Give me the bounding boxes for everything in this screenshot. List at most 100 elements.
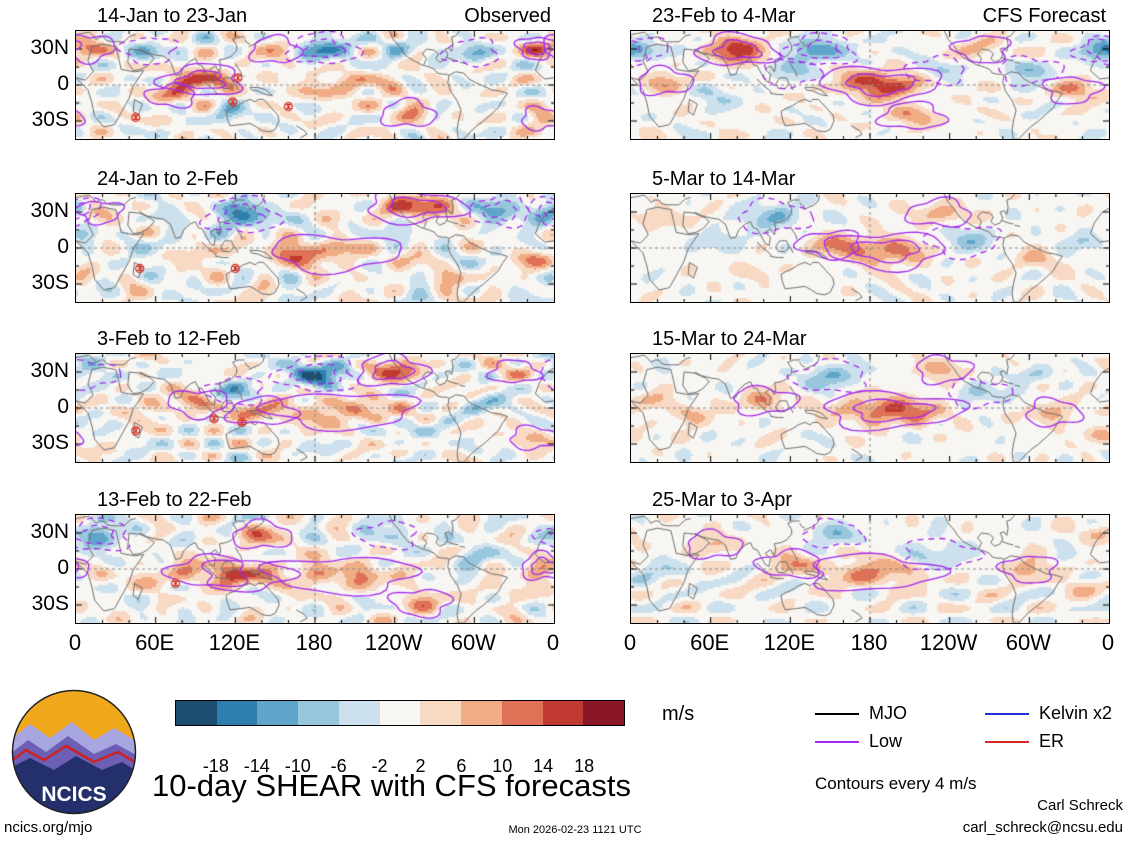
map-canvas bbox=[75, 353, 555, 463]
author-name: Carl Schreck bbox=[1037, 797, 1123, 814]
map-canvas bbox=[630, 193, 1110, 303]
panel-header: 13-Feb to 22-Feb bbox=[75, 488, 553, 514]
lat-label: 30N bbox=[30, 359, 69, 382]
colorbar-segment bbox=[420, 701, 462, 725]
ncics-logo-text: NCICS bbox=[41, 783, 106, 806]
site-url: ncics.org/mjo bbox=[4, 819, 93, 836]
legend-label: Kelvin x2 bbox=[1039, 703, 1113, 723]
colorbar-tick-label: -2 bbox=[371, 756, 388, 776]
map-canvas bbox=[630, 353, 1110, 463]
colorbar-tick-label: -10 bbox=[284, 756, 311, 776]
colorbar-segment bbox=[216, 701, 258, 725]
lat-label: 30N bbox=[30, 520, 69, 543]
kelvin-x2-line-sample bbox=[985, 712, 1029, 715]
panel-header: 15-Mar to 24-Mar bbox=[630, 327, 1108, 353]
lon-label: 60W bbox=[450, 630, 496, 655]
lon-label: 120E bbox=[763, 630, 816, 655]
timestamp: Mon 2026-02-23 1121 UTC bbox=[508, 824, 642, 836]
legend-item: ER bbox=[985, 731, 1064, 752]
legend-label: MJO bbox=[869, 703, 907, 723]
lat-label: 30S bbox=[31, 592, 69, 615]
colorbar-segment bbox=[298, 701, 339, 725]
colorbar-segment bbox=[176, 701, 217, 725]
colorbar-tick-label: 6 bbox=[456, 756, 467, 776]
lon-label: 60W bbox=[1005, 630, 1051, 655]
mjo-line-sample bbox=[815, 712, 859, 715]
contour-legend: MJO Low Kelvin x2 ER bbox=[810, 698, 1132, 760]
panel-tag: CFS Forecast bbox=[982, 5, 1106, 27]
colorbar-tick-label: -18 bbox=[202, 756, 229, 776]
map-panel: 14-Jan to 23-Jan Observed 30N 0 30S bbox=[30, 4, 555, 140]
contour-interval-note: Contours every 4 m/s bbox=[815, 774, 977, 793]
lon-label: 60E bbox=[690, 630, 730, 655]
colorbar-segment bbox=[257, 701, 299, 725]
lon-label: 0 bbox=[623, 630, 637, 655]
legend-label: Low bbox=[869, 731, 903, 751]
colorbar-segment bbox=[542, 701, 584, 725]
panel-title: 24-Jan to 2-Feb bbox=[97, 168, 239, 190]
lat-label: 30N bbox=[30, 199, 69, 222]
author-email: carl_schreck@ncsu.edu bbox=[962, 819, 1123, 836]
map-canvas bbox=[630, 514, 1110, 624]
lat-label: 30S bbox=[31, 108, 69, 131]
panel-title: 5-Mar to 14-Mar bbox=[652, 168, 796, 190]
colorbar-segment bbox=[379, 701, 421, 725]
lon-label: 180 bbox=[295, 630, 333, 655]
lon-label: 120E bbox=[208, 630, 261, 655]
lon-label: 120W bbox=[364, 630, 423, 655]
panel-header: 14-Jan to 23-Jan Observed bbox=[75, 4, 553, 30]
lat-label: 30N bbox=[30, 36, 69, 59]
panel-header: 24-Jan to 2-Feb bbox=[75, 167, 553, 193]
legend-label: ER bbox=[1039, 731, 1065, 751]
lon-label: 180 bbox=[850, 630, 888, 655]
lat-label: 30S bbox=[31, 431, 69, 454]
panel-title: 25-Mar to 3-Apr bbox=[652, 489, 793, 511]
panel-header: 3-Feb to 12-Feb bbox=[75, 327, 553, 353]
figure-title: 10-day SHEAR with CFS forecasts bbox=[152, 768, 631, 803]
lat-label: 0 bbox=[57, 235, 69, 258]
colorbar-tick-label: 14 bbox=[533, 756, 554, 776]
map-panel: 24-Jan to 2-Feb 30N 0 30S bbox=[30, 167, 555, 303]
er-line-sample bbox=[985, 740, 1029, 743]
map-panel: 13-Feb to 22-Feb 30N 0 30S bbox=[30, 488, 555, 624]
low-line-sample bbox=[815, 740, 859, 743]
lon-label: 120W bbox=[919, 630, 978, 655]
map-panel: 15-Mar to 24-Mar bbox=[630, 327, 1110, 463]
map-panel: 5-Mar to 14-Mar bbox=[630, 167, 1110, 303]
panel-title: 3-Feb to 12-Feb bbox=[97, 328, 241, 350]
lon-label: 60E bbox=[135, 630, 175, 655]
colorbar-tick-label: 10 bbox=[492, 756, 513, 776]
panel-header: 25-Mar to 3-Apr bbox=[630, 488, 1108, 514]
lon-label: 0 bbox=[1101, 630, 1115, 655]
lat-label: 30S bbox=[31, 271, 69, 294]
colorbar-tick-label: -6 bbox=[330, 756, 347, 776]
colorbar-segment bbox=[338, 701, 380, 725]
map-panel: 25-Mar to 3-Apr bbox=[630, 488, 1110, 624]
legend-item: Kelvin x2 bbox=[985, 703, 1112, 724]
lat-label: 0 bbox=[57, 72, 69, 95]
ncics-logo-image: NCICS bbox=[11, 689, 137, 815]
colorbar: -18 -14 -10 -6 -2 2 6 10 14 18 bbox=[175, 700, 625, 776]
panel-header: 23-Feb to 4-Mar CFS Forecast bbox=[630, 4, 1108, 30]
legend-item: MJO bbox=[815, 703, 907, 724]
colorbar-units: m/s bbox=[662, 703, 695, 725]
map-canvas bbox=[75, 514, 555, 624]
colorbar-segments bbox=[175, 700, 625, 726]
map-panel: 3-Feb to 12-Feb 30N 0 30S bbox=[30, 327, 555, 463]
lat-label: 0 bbox=[57, 556, 69, 579]
colorbar-segment bbox=[583, 701, 625, 725]
panel-title: 15-Mar to 24-Mar bbox=[652, 328, 807, 350]
colorbar-tick-label: -14 bbox=[243, 756, 270, 776]
map-canvas bbox=[75, 30, 555, 140]
map-canvas bbox=[75, 193, 555, 303]
colorbar-segment bbox=[461, 701, 502, 725]
lat-label: 0 bbox=[57, 395, 69, 418]
lon-label: 0 bbox=[68, 630, 82, 655]
colorbar-tick-label: 18 bbox=[574, 756, 595, 776]
ncics-logo: NCICS bbox=[10, 688, 138, 816]
panel-title: 13-Feb to 22-Feb bbox=[97, 489, 252, 511]
panel-title: 14-Jan to 23-Jan bbox=[97, 5, 248, 27]
map-panel: 23-Feb to 4-Mar CFS Forecast bbox=[630, 4, 1110, 140]
panel-tag: Observed bbox=[464, 5, 551, 27]
